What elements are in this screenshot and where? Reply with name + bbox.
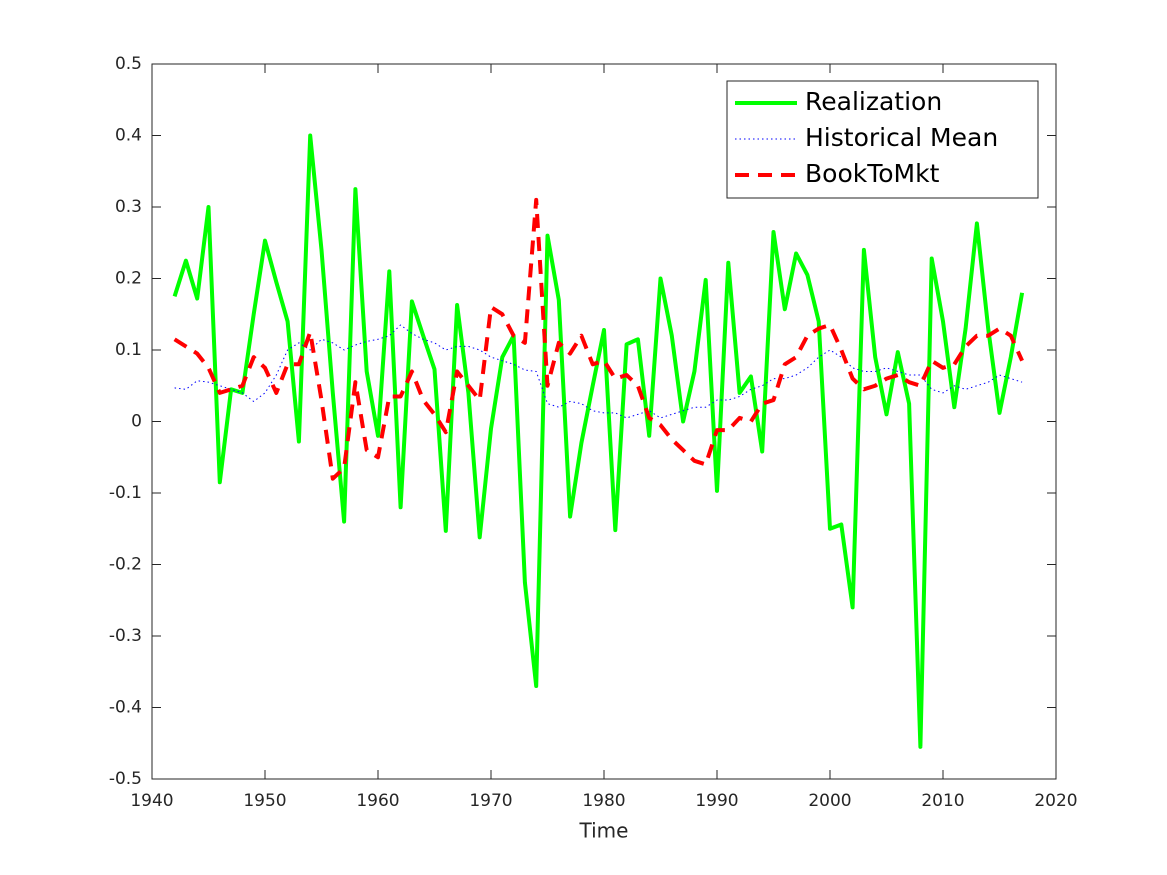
x-tick-label: 2020 [1034, 791, 1077, 811]
legend-box [726, 80, 1039, 199]
plot-frame [151, 63, 1057, 780]
x-tick-label: 1990 [695, 791, 738, 811]
y-tick-label: 0.1 [115, 340, 142, 360]
y-tick-label: 0 [131, 412, 142, 432]
y-tick-label: -0.2 [109, 555, 142, 575]
series-line [173, 197, 1024, 481]
y-tick-label: -0.5 [109, 769, 142, 789]
x-tick-label: 1960 [356, 791, 399, 811]
legend-label: Realization [805, 87, 942, 116]
x-tick-label: 1950 [243, 791, 286, 811]
y-tick-label: 0.2 [115, 269, 142, 289]
y-tick-label: 0.3 [115, 197, 142, 217]
x-axis-label: Time [579, 819, 629, 843]
series-line [174, 324, 1023, 419]
y-tick-label: -0.4 [109, 698, 142, 718]
series-line [172, 133, 1025, 749]
y-tick-label: -0.3 [109, 626, 142, 646]
legend-label: BookToMkt [805, 159, 940, 188]
legend-label: Historical Mean [805, 123, 998, 152]
y-tick-label: 0.4 [115, 126, 142, 146]
legend: Realization Historical Mean BookToMkt [726, 80, 1039, 199]
x-tick-label: 1970 [469, 791, 512, 811]
x-tick-label: 2000 [808, 791, 851, 811]
y-tick-label: -0.1 [109, 483, 142, 503]
x-tick-label: 2010 [921, 791, 964, 811]
y-tick-label: 0.5 [115, 54, 142, 74]
x-tick-label: 1940 [130, 791, 173, 811]
x-tick-label: 1980 [582, 791, 625, 811]
